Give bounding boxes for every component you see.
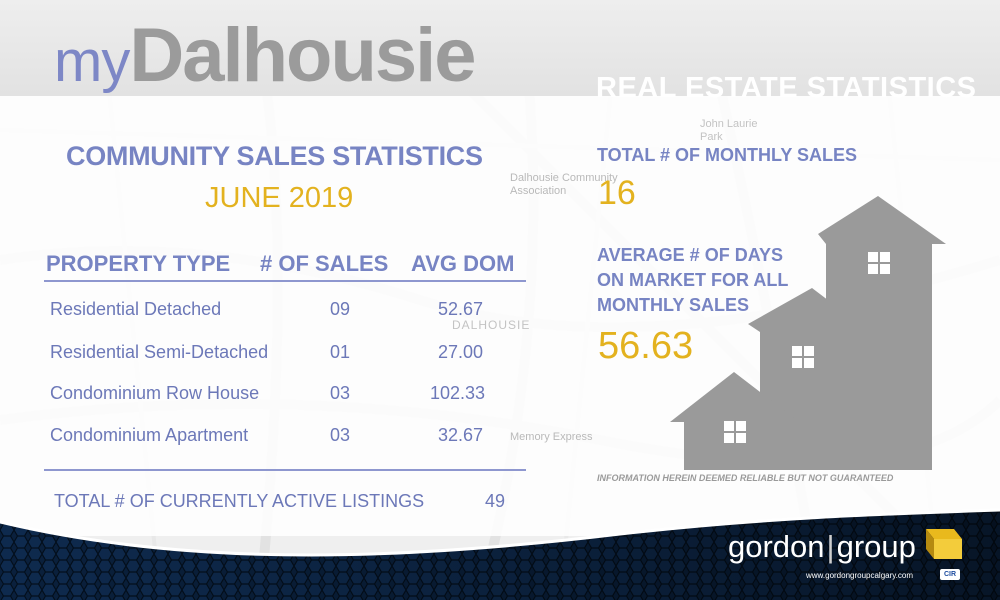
cir-badge: CIR — [940, 569, 960, 580]
logo-left-text: gordon — [728, 529, 825, 564]
row-property-type: Residential Semi-Detached — [50, 342, 269, 362]
avg-dom-value: 56.63 — [598, 325, 694, 367]
map-label: DALHOUSIE — [452, 318, 531, 332]
logo-mark-icon — [926, 529, 962, 559]
avg-dom-label-line: ON MARKET FOR ALL — [597, 270, 789, 290]
houses-illustration — [670, 196, 946, 470]
row-sales: 01 — [330, 342, 351, 362]
website-link[interactable]: www.gordongroupcalgary.com — [806, 571, 914, 580]
disclaimer: INFORMATION HEREIN DEEMED RELIABLE BUT N… — [597, 473, 894, 483]
brand-prefix: my — [54, 29, 130, 94]
row-sales: 09 — [330, 299, 351, 319]
active-listings-value: 49 — [485, 491, 506, 511]
column-header-property-type: PROPERTY TYPE — [46, 251, 231, 276]
community-brand: myDalhousie — [54, 18, 477, 94]
row-avg-dom: 102.33 — [430, 383, 486, 403]
column-header-sales: # OF SALES — [260, 251, 389, 276]
row-sales: 03 — [330, 383, 351, 403]
row-avg-dom: 32.67 — [438, 425, 484, 445]
header-band — [0, 0, 1000, 96]
map-label: Dalhousie Community Association — [510, 172, 618, 197]
row-sales: 03 — [330, 425, 351, 445]
monthly-sales-value: 16 — [598, 174, 636, 212]
header-divider — [44, 280, 526, 282]
table-divider — [44, 469, 526, 471]
row-property-type: Condominium Row House — [50, 383, 260, 403]
column-header-avg-dom: AVG DOM — [411, 251, 515, 276]
active-listings-label: TOTAL # OF CURRENTLY ACTIVE LISTINGS — [54, 491, 425, 511]
report-period: JUNE 2019 — [205, 182, 354, 214]
logo-divider: | — [826, 529, 835, 564]
footer-band — [0, 508, 1000, 600]
avg-dom-label: AVERAGE # OF DAYS ON MARKET FOR ALL MONT… — [597, 243, 788, 318]
tagline: REAL ESTATE STATISTICS — [596, 72, 977, 104]
map-label: John Laurie Park — [700, 118, 758, 143]
window-icon — [724, 252, 890, 443]
brand-community: Dalhousie — [129, 13, 476, 98]
row-property-type: Condominium Apartment — [50, 425, 249, 445]
row-avg-dom: 52.67 — [438, 299, 484, 319]
page-title: COMMUNITY SALES STATISTICS — [66, 141, 483, 171]
company-logo: gordon|group — [728, 529, 916, 565]
map-label: Memory Express — [510, 431, 593, 443]
avg-dom-label-line: MONTHLY SALES — [597, 295, 750, 315]
row-avg-dom: 27.00 — [438, 342, 484, 362]
avg-dom-label-line: AVERAGE # OF DAYS — [597, 245, 784, 265]
row-property-type: Residential Detached — [50, 299, 222, 319]
logo-right-text: group — [836, 529, 916, 564]
monthly-sales-label: TOTAL # OF MONTHLY SALES — [597, 145, 858, 165]
